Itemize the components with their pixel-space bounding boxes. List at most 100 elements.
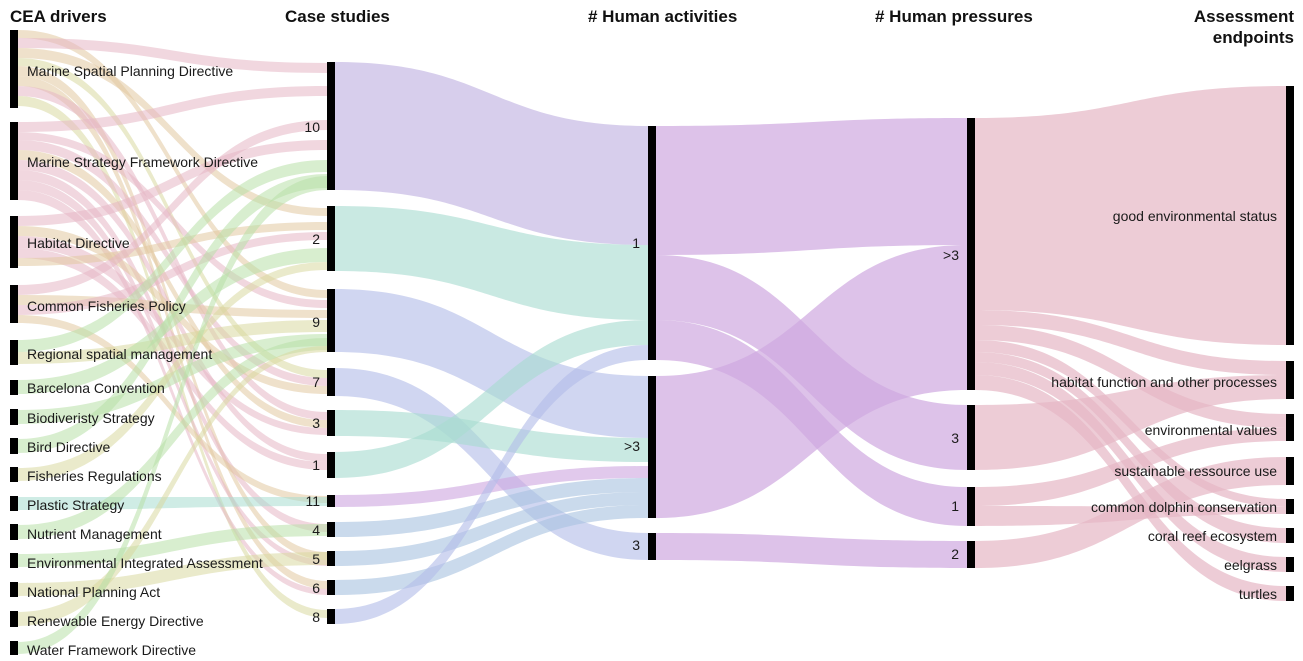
flow-driver-to-case-34	[18, 524, 327, 567]
flow-activity-to-pressure-1	[656, 118, 967, 255]
endpoint-bar-4	[1286, 457, 1294, 485]
flow-case-to-activity-1	[335, 62, 648, 245]
endpoint-label-common-dolphin-conservation: common dolphin conservation	[1091, 499, 1277, 515]
endpoint-bar-3	[1286, 414, 1294, 441]
driver-label-regional-spatial-management: Regional spatial management	[27, 346, 212, 362]
driver-label-habitat-directive: Habitat Directive	[27, 235, 130, 251]
driver-bar-5	[10, 340, 18, 365]
activity-label-gt3: >3	[624, 438, 640, 454]
flow-activity-to-pressure-5	[656, 533, 967, 568]
driver-bar-11	[10, 524, 18, 540]
driver-label-renewable-energy-directive: Renewable Energy Directive	[27, 613, 204, 629]
flow-driver-to-case-24	[18, 232, 327, 315]
driver-label-environmental-integrated-assessment: Environmental Integrated Assessment	[27, 555, 263, 571]
endpoint-bar-5	[1286, 499, 1294, 514]
flow-driver-to-case-3	[18, 48, 327, 216]
endpoint-label-coral-reef-ecosystem: coral reef ecosystem	[1148, 528, 1277, 544]
flow-driver-to-case-9	[18, 86, 327, 132]
driver-bar-2	[10, 122, 18, 200]
flow-case-to-activity-5	[335, 410, 648, 462]
flow-pressure-to-endpoint-2	[975, 310, 1286, 375]
case-bar-1	[327, 62, 335, 190]
activity-bar-2	[648, 376, 656, 518]
flow-driver-to-case-22	[18, 120, 327, 295]
flow-driver-to-case-16	[18, 190, 327, 595]
driver-bar-7	[10, 409, 18, 425]
flow-driver-to-case-10	[18, 132, 327, 308]
flow-driver-to-case-19	[18, 236, 327, 435]
flow-case-to-activity-4	[335, 368, 648, 560]
flow-driver-to-case-30	[18, 174, 327, 453]
case-bar-2	[327, 206, 335, 271]
flow-case-to-activity-2	[335, 206, 648, 320]
pressure-bar-4	[967, 541, 975, 568]
header-endpoints-line1: Assessment	[1193, 7, 1294, 26]
header-endpoints-line2: endpoints	[1212, 28, 1294, 47]
pressure-bar-3	[967, 487, 975, 526]
pressure-bar-1	[967, 118, 975, 390]
driver-label-fisheries-regulations: Fisheries Regulations	[27, 468, 162, 484]
case-label-2: 2	[312, 231, 320, 247]
flow-driver-to-case-33	[18, 338, 327, 539]
endpoint-bar-8	[1286, 586, 1294, 601]
flow-case-to-activity-6	[335, 320, 648, 478]
pressure-bar-2	[967, 405, 975, 470]
case-label-5: 5	[312, 551, 320, 567]
flow-pressure-to-endpoint-5	[975, 352, 1286, 543]
flow-driver-to-case-20	[18, 248, 327, 470]
case-label-8: 8	[312, 609, 320, 625]
flow-activity-to-pressure-4	[656, 245, 967, 518]
case-bar-11	[327, 609, 335, 624]
flow-pressure-to-endpoint-8	[975, 375, 1286, 470]
activity-bar-3	[648, 533, 656, 560]
driver-label-barcelona-convention: Barcelona Convention	[27, 380, 165, 396]
case-bar-6	[327, 452, 335, 478]
endpoint-bar-7	[1286, 557, 1294, 572]
endpoint-bar-1	[1286, 86, 1294, 345]
pressure-label-1: 1	[951, 498, 959, 514]
activity-label-1: 1	[632, 235, 640, 251]
flow-driver-to-case-27	[18, 320, 327, 364]
header-cea-drivers: CEA drivers	[10, 7, 107, 26]
flow-pressure-to-endpoint-1	[975, 86, 1286, 345]
driver-bar-14	[10, 611, 18, 627]
driver-bar-4	[10, 285, 18, 323]
activity-bar-1	[648, 126, 656, 360]
case-bar-5	[327, 410, 335, 436]
header-human-activities: # Human activities	[588, 7, 738, 26]
case-bar-3	[327, 289, 335, 352]
case-label-6: 6	[312, 580, 320, 596]
pressure-label-gt3: >3	[943, 247, 959, 263]
flow-driver-to-case-36	[18, 346, 327, 626]
flow-driver-to-case-37	[18, 176, 327, 654]
case-label-7: 7	[312, 374, 320, 390]
driver-label-nutrient-management: Nutrient Management	[27, 526, 162, 542]
flow-driver-to-case-17	[18, 140, 327, 226]
flow-driver-to-case-12	[18, 150, 327, 428]
case-bar-8	[327, 522, 335, 537]
flow-pressure-to-endpoint-7	[975, 375, 1286, 601]
endpoint-label-turtles: turtles	[1239, 586, 1277, 602]
driver-bar-1	[10, 30, 18, 108]
flow-driver-to-case-26	[18, 160, 327, 352]
sankey-node-labels: Marine Spatial Planning Directive Marine …	[27, 63, 1277, 658]
driver-bar-15	[10, 641, 18, 655]
driver-bar-9	[10, 467, 18, 482]
flow-driver-to-case-29	[18, 334, 327, 424]
case-label-11: 11	[305, 493, 320, 509]
endpoint-label-good-environmental-status: good environmental status	[1113, 208, 1277, 224]
header-case-studies: Case studies	[285, 7, 390, 26]
driver-label-marine-strategy-framework-directive: Marine Strategy Framework Directive	[27, 154, 258, 170]
case-bar-10	[327, 580, 335, 595]
case-label-3: 3	[312, 415, 320, 431]
flow-driver-to-case-14	[18, 170, 327, 532]
pressure-label-2: 2	[951, 546, 959, 562]
case-label-9: 9	[312, 314, 320, 330]
case-label-10: 10	[304, 119, 320, 135]
driver-bar-10	[10, 496, 18, 511]
flow-pressure-to-endpoint-9	[975, 428, 1286, 506]
flow-driver-to-case-11	[18, 140, 327, 386]
endpoint-label-sustainable-ressource-use: sustainable ressource use	[1114, 463, 1277, 479]
driver-bar-8	[10, 438, 18, 454]
